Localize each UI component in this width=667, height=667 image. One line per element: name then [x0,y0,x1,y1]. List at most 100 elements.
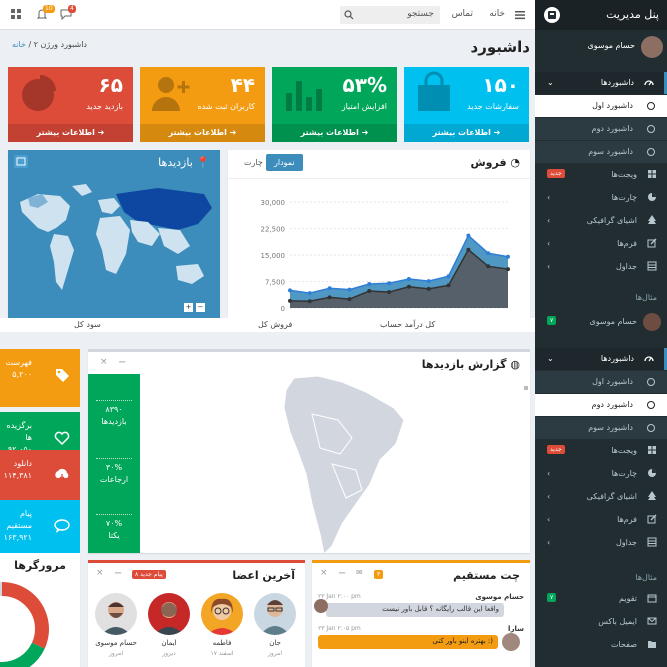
sidebar-item-folder[interactable]: صفحات [535,634,667,656]
more-info-link[interactable]: اطلاعات بیشتر ➜ [8,124,133,142]
world-map[interactable] [8,150,220,322]
chat-bubble: واقعا این قالب رایگانه ؟ قابل باور نیست [326,603,504,617]
sidebar-item-widgets[interactable]: ویجت‌ها جدید [535,440,667,462]
avatar[interactable] [148,593,190,635]
collapse-button[interactable]: − [118,357,127,368]
chevron-left-icon: ‹ [547,492,551,501]
pie-icon [647,468,657,478]
more-info-link[interactable]: اطلاعات بیشتر ➜ [140,124,265,142]
member-date: امروز [109,650,123,657]
collapse-button[interactable]: − [338,568,347,579]
user-name[interactable]: حسام موسوی [587,41,635,50]
edit-icon [647,238,657,248]
stat-number: ۶۵ [98,73,123,97]
data-point [347,297,352,302]
search-icon[interactable] [344,10,354,20]
sidebar-item-label: داشبوردها [600,354,634,363]
more-info-link[interactable]: اطلاعات بیشتر ➜ [272,124,397,142]
close-button[interactable]: × [96,568,104,578]
pie-chart-icon [22,75,56,111]
user-avatar[interactable] [641,36,663,58]
sidebar-item-example-user[interactable]: حسام موسوی ۷ [535,311,667,333]
sidebar-item-envelope[interactable]: ایمیل باکس [535,611,667,633]
contacts-icon[interactable]: ✉ [356,568,363,577]
grid-icon[interactable] [10,8,22,20]
visit-stat: ۳۰% ارجاعات [88,458,140,486]
zoom-in-button[interactable]: + [184,303,193,312]
calendar-button[interactable] [14,155,28,168]
browser-donut-chart [0,582,49,667]
sidebar-item-edit[interactable]: فرم‌ها ‹ [535,509,667,531]
calendar-icon [647,593,657,603]
stat-number: ۱۵۰ [482,73,519,97]
nav-contact-link[interactable]: تماس [451,9,473,19]
sidebar-item-sub-1[interactable]: داشبورد اول [535,95,667,117]
breadcrumb-home[interactable]: خانه [12,40,26,49]
collapse-button[interactable]: − [114,568,123,579]
sidebar-badge: جدید [547,169,565,178]
tab-chart-donut[interactable]: چارت [244,158,263,167]
data-point [367,289,372,294]
sidebar-item-sub-3[interactable]: داشبورد سوم [535,141,667,163]
table-icon [647,537,657,547]
close-button[interactable]: × [320,568,328,578]
chevron-left-icon: ‹ [547,216,551,225]
data-point [327,286,332,291]
tab-chart-area[interactable]: نمودار [266,154,303,171]
close-button[interactable]: × [100,357,108,367]
chat-count-badge: ۳ [374,570,384,579]
sidebar-item-sub-1[interactable]: داشبورد اول [535,371,667,393]
y-tick-label: 7,500 [265,279,285,287]
sidebar-item-table[interactable]: جداول ‹ [535,256,667,278]
sidebar-item-calendar[interactable]: تقویم ۷ [535,588,667,610]
more-info-link[interactable]: اطلاعات بیشتر ➜ [404,124,529,142]
sidebar-item-sub-2[interactable]: داشبورد دوم [535,394,667,416]
data-point [466,247,471,252]
brand-logo-icon[interactable] [543,6,561,24]
sidebar-item-tree[interactable]: اشیای گرافیکی ‹ [535,210,667,232]
stat-label: افزایش امتیاز [341,102,387,111]
envelope-icon [647,616,657,626]
sidebar-item-widgets[interactable]: ویجت‌ها جدید [535,164,667,186]
sidebar-item-dashboard[interactable]: داشبوردها ⌄ [535,348,667,370]
data-point [426,286,431,291]
chat-sender: حسام موسوی [475,593,524,601]
search-input[interactable]: جستجو [340,6,440,24]
data-point [288,288,292,293]
avatar[interactable] [201,593,243,635]
nav-home-link[interactable]: خانه [489,9,505,19]
chat-sender: سارا [508,625,524,633]
stat-label: کاربران ثبت شده [197,102,255,111]
data-point [347,287,352,292]
member-name[interactable]: فاطمه [212,639,232,647]
line-series-1 [289,248,509,303]
sidebar-item-pie[interactable]: چارت‌ها ‹ [535,463,667,485]
tree-icon [647,215,657,225]
y-tick-label: 0 [281,305,285,313]
folder-icon [647,639,657,649]
south-america-map[interactable] [142,374,530,553]
heart-icon [54,431,70,446]
zoom-out-button[interactable]: − [195,303,205,312]
area-series-1 [290,249,508,308]
sidebar-item-dashboard[interactable]: داشبوردها ⌄ [535,72,667,94]
sidebar-item-sub-3[interactable]: داشبورد سوم [535,417,667,439]
avatar[interactable] [95,593,137,635]
chat-bubble: بهتره اینو باور کنی :) [318,635,498,649]
circle-icon [647,125,655,133]
strip-value: ۵,۲۰۰ [12,370,32,379]
member-name[interactable]: ایمان [161,639,177,647]
panel-title: بازدیدها 📍 [158,156,210,169]
sidebar-item-tree[interactable]: اشیای گرافیکی ‹ [535,486,667,508]
member-date: ۱۷ اسفند [210,650,234,657]
member-name[interactable]: حسام موسوی [95,639,137,647]
sidebar-item-edit[interactable]: فرم‌ها ‹ [535,233,667,255]
brand-title[interactable]: پنل مدیریت [606,8,659,21]
menu-toggle-icon[interactable] [513,8,527,22]
avatar[interactable] [254,593,296,635]
sidebar-item-pie[interactable]: چارت‌ها ‹ [535,187,667,209]
sidebar-item-sub-2[interactable]: داشبورد دوم [535,118,667,140]
sidebar-item-table[interactable]: جداول ‹ [535,532,667,554]
member-name[interactable]: جان [269,639,281,647]
shopping-bag-icon [418,71,450,111]
